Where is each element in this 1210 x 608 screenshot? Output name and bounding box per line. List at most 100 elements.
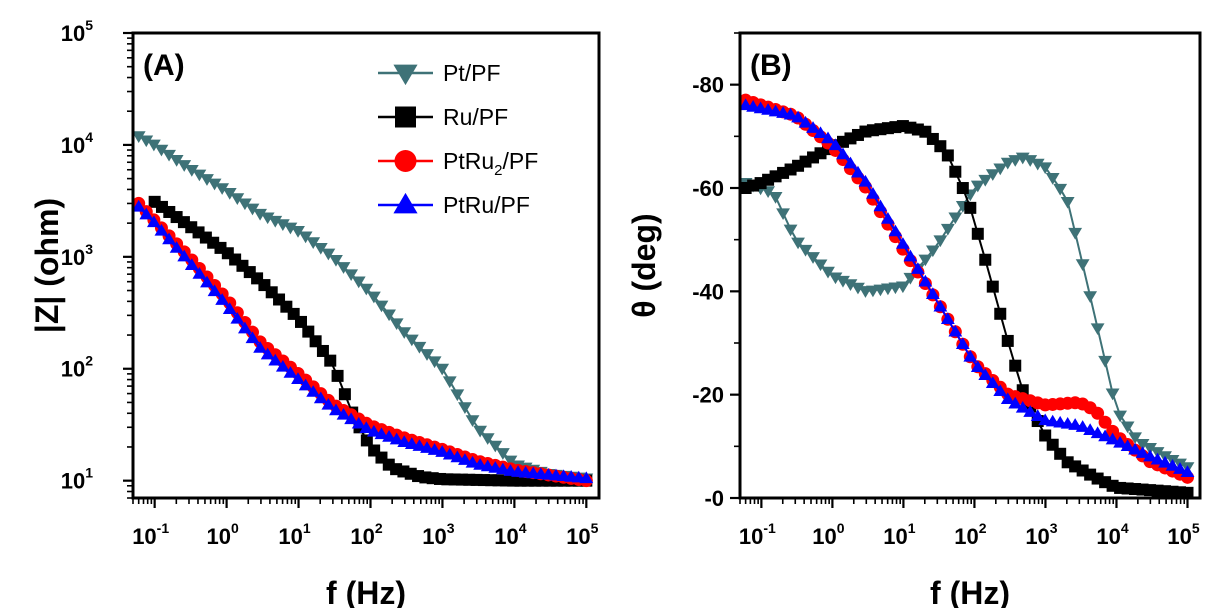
data-point (783, 224, 798, 237)
x-axis: 10-1 100 101 102 103 104 105 (739, 498, 1200, 549)
data-point (806, 252, 820, 264)
data-point (836, 147, 850, 160)
data-point (1075, 420, 1090, 432)
data-point (1008, 155, 1023, 167)
data-point (260, 212, 275, 225)
y-tick-label: 105 (61, 17, 93, 46)
data-point (465, 415, 480, 427)
data-point (260, 347, 275, 360)
data-point (344, 269, 359, 282)
series-pt-pf (738, 152, 1195, 474)
data-point (970, 360, 985, 373)
x-axis-label: f (Hz) (326, 575, 406, 608)
data-point (207, 284, 222, 297)
data-point (1165, 459, 1180, 471)
data-point (1030, 158, 1045, 171)
data-point (821, 266, 835, 279)
data-point (427, 356, 442, 369)
data-point (1015, 400, 1030, 413)
data-point (1090, 323, 1105, 336)
data-point (192, 267, 207, 279)
data-point (940, 223, 955, 236)
data-point (298, 378, 313, 391)
data-point (245, 203, 260, 216)
data-point (1105, 432, 1120, 445)
data-point (131, 199, 146, 212)
data-point (336, 262, 351, 274)
data-point (146, 139, 161, 152)
legend-marker (393, 192, 418, 214)
data-point (442, 376, 457, 389)
data-point (351, 276, 366, 289)
data-point (389, 432, 404, 445)
data-point (207, 178, 222, 191)
data-point (1083, 423, 1098, 435)
legend-label: PtRu2/PF (443, 148, 538, 179)
data-point (1009, 359, 1022, 372)
data-point (298, 231, 313, 244)
series-ptru-pf (131, 199, 594, 484)
data-point (1023, 155, 1038, 167)
data-point (1053, 183, 1068, 196)
data-point (948, 212, 963, 225)
data-point (1091, 406, 1105, 420)
data-point (1046, 438, 1059, 451)
data-point (192, 169, 207, 182)
legend-marker (394, 150, 417, 172)
data-point (813, 259, 828, 272)
data-point (910, 262, 925, 274)
data-point (978, 174, 993, 187)
x-tick-label: 104 (1096, 520, 1128, 549)
data-point (1030, 409, 1045, 421)
data-point (993, 163, 1008, 176)
data-point (963, 349, 978, 362)
x-tick-label: 105 (566, 520, 598, 549)
y-axis: 101 102 103 104 105 (61, 17, 133, 499)
data-point (313, 242, 328, 255)
data-point (828, 272, 843, 285)
data-point (351, 416, 366, 429)
data-point (480, 433, 495, 445)
data-point (1113, 435, 1127, 448)
data-point (306, 385, 321, 397)
data-point (1038, 162, 1053, 175)
data-point (313, 391, 328, 404)
x-tick-label: 100 (812, 520, 844, 549)
data-point (1150, 452, 1165, 465)
data-point (222, 302, 237, 314)
data-point (184, 258, 199, 270)
data-point (200, 275, 214, 288)
series-ptru-pf (738, 98, 1195, 477)
x-tick-label: 102 (350, 520, 382, 549)
data-point (321, 248, 336, 261)
data-point (1120, 439, 1135, 452)
data-point (1000, 157, 1015, 170)
data-point (435, 445, 450, 457)
data-point (1045, 173, 1060, 185)
data-point (294, 315, 307, 328)
data-point (971, 227, 984, 240)
y-tick-label: -20 (692, 383, 724, 408)
data-point (895, 281, 910, 294)
data-point (1075, 259, 1090, 271)
data-point (933, 235, 948, 248)
data-point (162, 232, 176, 245)
data-point (329, 254, 343, 267)
y-tick-label: 102 (61, 353, 93, 382)
data-point (427, 443, 442, 455)
x-tick-label: 103 (1025, 520, 1057, 549)
data-point (382, 309, 396, 322)
data-point (934, 140, 947, 153)
data-point (321, 397, 336, 410)
data-point (291, 226, 305, 238)
data-point (154, 223, 169, 236)
data-point (162, 149, 176, 162)
data-point (821, 131, 835, 144)
data-point (331, 369, 344, 382)
data-point (488, 440, 503, 453)
data-point (948, 324, 963, 337)
plot-frame (131, 31, 601, 500)
data-point (1090, 426, 1105, 439)
data-point (1128, 432, 1142, 445)
